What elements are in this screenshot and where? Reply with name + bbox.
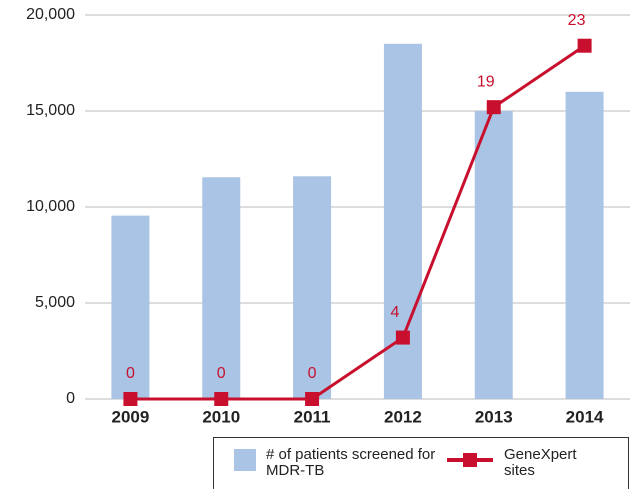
bar xyxy=(565,91,604,400)
marker xyxy=(395,330,410,345)
data-label: 4 xyxy=(390,304,399,321)
y-tick-label: 10,000 xyxy=(26,198,75,215)
y-tick-label: 15,000 xyxy=(26,102,75,119)
data-label: 0 xyxy=(308,365,317,382)
x-tick-label: 2014 xyxy=(566,407,604,426)
bar xyxy=(111,215,150,399)
x-tick-label: 2013 xyxy=(475,407,513,426)
legend: # of patients screened for MDR-TB GeneXp… xyxy=(213,437,629,489)
bar xyxy=(202,177,241,399)
bar xyxy=(293,176,332,399)
marker xyxy=(577,38,592,53)
bar xyxy=(474,111,513,399)
legend-label: GeneXpert sites xyxy=(504,446,577,479)
marker xyxy=(305,392,320,406)
x-tick-label: 2009 xyxy=(112,407,150,426)
marker xyxy=(214,392,229,406)
y-tick-label: 0 xyxy=(66,390,75,407)
y-tick-label: 20,000 xyxy=(26,6,75,23)
x-tick-label: 2012 xyxy=(384,407,422,426)
data-label: 0 xyxy=(217,365,226,382)
legend-label: # of patients screened for MDR-TB xyxy=(266,446,436,479)
data-label: 19 xyxy=(477,73,495,90)
legend-swatch xyxy=(463,453,477,467)
x-tick-label: 2010 xyxy=(202,407,240,426)
x-tick-label: 2011 xyxy=(294,407,331,426)
data-label: 0 xyxy=(126,365,135,382)
y-tick-label: 5,000 xyxy=(35,294,75,311)
marker xyxy=(123,392,138,406)
legend-swatch xyxy=(234,449,256,471)
marker xyxy=(486,100,501,115)
data-label: 23 xyxy=(568,12,586,29)
line xyxy=(130,44,586,401)
